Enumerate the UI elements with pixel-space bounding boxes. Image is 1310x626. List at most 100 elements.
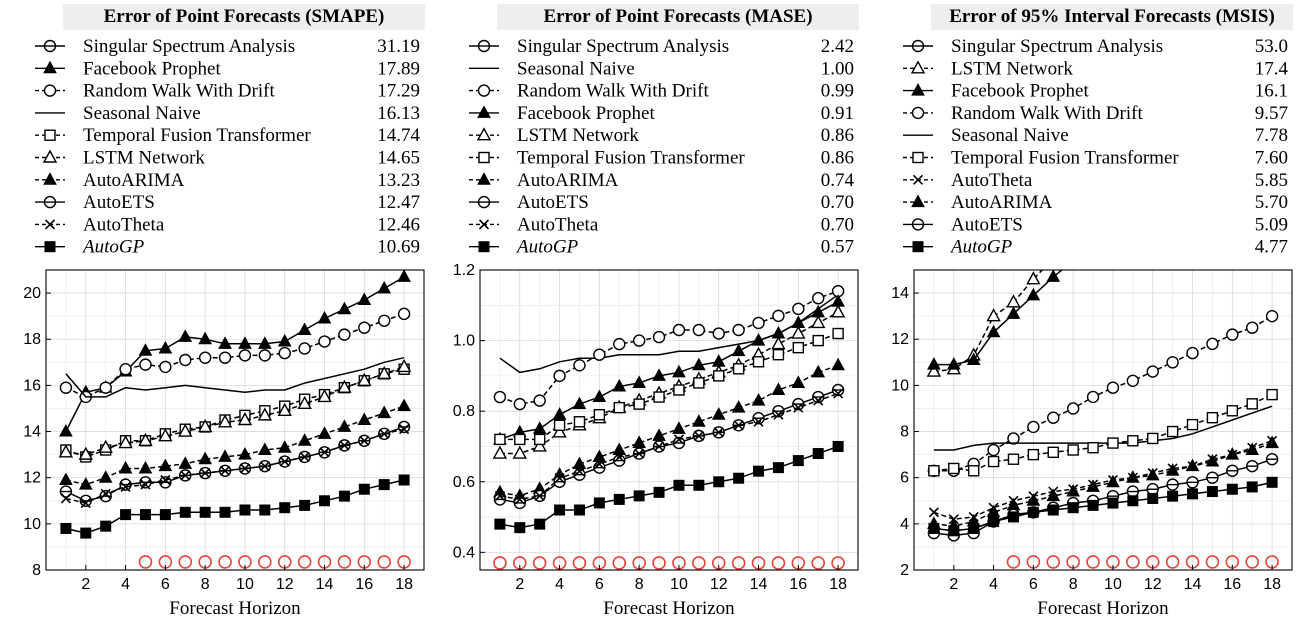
data-point xyxy=(673,479,685,491)
data-point xyxy=(493,390,507,404)
data-point xyxy=(572,396,587,410)
legend-entry: Seasonal Naive 16.13 xyxy=(35,103,420,124)
series xyxy=(60,474,410,539)
data-point xyxy=(554,473,565,484)
significance-marker xyxy=(811,556,826,570)
legend-value: 31.19 xyxy=(377,36,420,57)
legend-value: 14.74 xyxy=(377,125,420,146)
data-point xyxy=(60,522,72,534)
data-point xyxy=(494,433,506,446)
legend-value: 0.70 xyxy=(821,192,854,213)
data-point xyxy=(652,368,666,381)
legend-value: 2.42 xyxy=(821,36,854,57)
series xyxy=(928,476,1278,537)
series xyxy=(493,357,845,501)
data-point xyxy=(593,348,606,361)
series xyxy=(927,309,1279,477)
significance-marker xyxy=(532,556,547,570)
data-point xyxy=(573,504,585,516)
series-line xyxy=(65,426,405,502)
data-point xyxy=(1226,153,1238,164)
series-line xyxy=(933,270,1044,373)
legend-value: 16.13 xyxy=(377,103,420,124)
data-point xyxy=(337,419,352,432)
data-point xyxy=(614,451,625,463)
legend-entry: AutoGP 4.77 xyxy=(903,237,1288,258)
data-point xyxy=(278,346,291,360)
legend-entry: AutoARIMA 0.74 xyxy=(469,170,855,191)
legend-label: Seasonal Naive xyxy=(83,103,201,124)
y-tick-label: 1.2 xyxy=(453,262,475,279)
data-point xyxy=(59,472,73,485)
data-point xyxy=(178,456,193,469)
data-point xyxy=(1087,499,1099,511)
data-point xyxy=(792,302,805,316)
data-point xyxy=(1125,470,1140,483)
data-point xyxy=(138,460,153,474)
data-point xyxy=(673,434,685,445)
significance-marker xyxy=(1165,555,1180,569)
legend-label: AutoTheta xyxy=(951,170,1033,191)
series-line xyxy=(933,442,1273,527)
data-point xyxy=(753,465,765,477)
data-point xyxy=(158,428,173,442)
significance-marker xyxy=(1245,555,1260,569)
data-point xyxy=(277,440,292,453)
data-point xyxy=(534,490,545,501)
legend-marker xyxy=(911,106,925,120)
data-point xyxy=(1226,137,1238,148)
data-point xyxy=(1226,464,1239,477)
x-tick-label: 8 xyxy=(201,576,210,593)
series xyxy=(60,424,410,509)
data-point xyxy=(573,359,586,372)
data-point xyxy=(1166,478,1179,491)
legend-label: Singular Spectrum Analysis xyxy=(517,36,729,57)
x-tick-label: 6 xyxy=(595,576,604,593)
legend-marker xyxy=(477,172,491,185)
data-point xyxy=(217,414,233,428)
series xyxy=(58,358,412,460)
data-point xyxy=(1226,483,1238,495)
data-point xyxy=(1265,453,1279,466)
legend-marker xyxy=(911,194,925,208)
significance-marker xyxy=(692,556,706,570)
axes-frame xyxy=(479,269,859,571)
data-point xyxy=(59,423,73,437)
data-point xyxy=(319,447,330,458)
data-point xyxy=(1007,453,1020,465)
legend: Singular Spectrum Analysis 31.19Facebook … xyxy=(35,36,421,258)
legend-entry: AutoGP 0.57 xyxy=(469,237,854,258)
legend-label: AutoGP xyxy=(81,237,145,258)
data-point xyxy=(397,270,411,282)
significance-marker xyxy=(1006,555,1021,569)
data-point xyxy=(1226,328,1239,341)
data-point xyxy=(928,522,940,534)
data-point xyxy=(813,395,824,406)
x-axis-label: Forecast Horizon xyxy=(603,598,735,619)
data-point xyxy=(317,426,332,439)
data-point xyxy=(812,334,824,347)
legend-label: Temporal Fusion Transformer xyxy=(83,125,311,146)
data-point xyxy=(1067,236,1079,247)
data-point xyxy=(672,323,686,337)
legend-marker xyxy=(911,218,925,231)
data-point xyxy=(238,336,252,349)
legend-label: Seasonal Naive xyxy=(517,58,635,79)
plot-area xyxy=(58,270,412,539)
data-point xyxy=(139,476,152,489)
data-point xyxy=(1167,187,1179,198)
series xyxy=(493,284,845,411)
data-point xyxy=(534,518,546,530)
series-line xyxy=(65,356,405,398)
x-tick-label: 8 xyxy=(635,576,644,593)
legend-entry: LSTM Network 14.65 xyxy=(35,148,420,169)
data-point xyxy=(1246,481,1258,493)
data-point xyxy=(513,397,526,411)
data-point xyxy=(632,375,647,388)
series xyxy=(65,356,405,398)
data-point xyxy=(593,409,606,421)
data-point xyxy=(239,504,251,516)
data-point xyxy=(1186,476,1199,489)
legend-label: AutoGP xyxy=(515,237,579,258)
data-point xyxy=(198,351,212,364)
